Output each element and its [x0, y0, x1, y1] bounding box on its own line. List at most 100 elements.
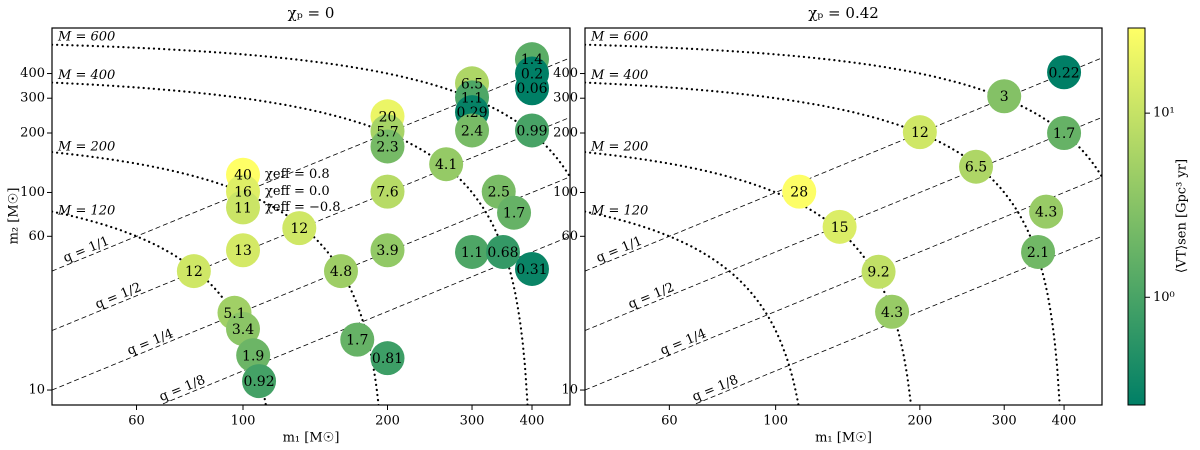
point-label: 3.4	[232, 322, 254, 338]
mass-curve	[585, 151, 913, 405]
mass-curve	[585, 210, 800, 405]
point	[959, 149, 994, 184]
x-axis-label: m₁ [M☉]	[283, 431, 340, 446]
colorbar-tick-label: 10¹	[1153, 106, 1175, 121]
point-label: 0.92	[243, 374, 274, 390]
point-label: 1.7	[346, 333, 368, 349]
point	[226, 190, 261, 225]
point	[370, 129, 405, 164]
point-label: 0.31	[516, 262, 547, 278]
point-label: 7.6	[376, 185, 398, 201]
point	[226, 233, 261, 268]
y-tick-label: 200	[553, 126, 578, 141]
y-tick-label: 300	[553, 91, 578, 106]
ratio-label: q = 1/8	[690, 373, 740, 405]
point-label: 0.68	[487, 245, 518, 261]
point-label: 2.4	[461, 123, 483, 139]
ratio-label: q = 1/4	[658, 326, 708, 358]
annotation: χeff = 0.0	[265, 184, 330, 199]
point-label: 0.22	[1048, 65, 1079, 81]
y-axis-label: m₂ [M☉]	[7, 188, 22, 245]
point-label: 2.3	[376, 139, 398, 155]
mass-label: M = 400	[57, 68, 115, 83]
point-label: 6.5	[965, 160, 987, 176]
point-label: 12	[911, 125, 929, 141]
x-tick-label: 400	[1052, 414, 1077, 429]
annotation: χeff = −0.8	[265, 200, 341, 215]
y-tick-label: 10	[561, 383, 578, 398]
point	[875, 294, 910, 329]
colorbar-label: ⟨VT⟩sen [Gpc³ yr]	[1175, 159, 1190, 273]
point-label: 12	[290, 221, 308, 237]
point	[226, 311, 261, 346]
point	[323, 254, 358, 289]
point	[242, 364, 277, 399]
point	[902, 115, 937, 150]
mass-label: M = 400	[590, 68, 648, 83]
point-label: 5.1	[223, 306, 245, 322]
point	[176, 254, 211, 289]
point-label: 15	[831, 220, 849, 236]
point-label: 5.7	[376, 124, 398, 140]
point-label: 20	[379, 109, 397, 125]
ratio-label: q = 1/2	[626, 280, 676, 312]
point	[514, 113, 549, 148]
point	[236, 338, 271, 373]
point	[455, 234, 490, 269]
point	[1029, 194, 1064, 229]
point-label: 1.1	[461, 245, 483, 261]
mass-curve	[585, 43, 1102, 178]
ratio-label: q = 1/1	[594, 234, 644, 266]
x-tick-label: 60	[128, 414, 145, 429]
point	[340, 322, 375, 357]
point-label: 4.3	[881, 305, 903, 321]
point-label: 1.4	[521, 52, 543, 68]
point	[514, 251, 549, 286]
y-tick-label: 60	[561, 229, 578, 244]
point	[497, 195, 532, 230]
point-label: 4.1	[435, 157, 457, 173]
point-label: 1.7	[503, 206, 525, 222]
point	[514, 71, 549, 106]
colorbar	[1127, 27, 1146, 406]
ratio-line	[691, 235, 1102, 405]
point	[861, 254, 896, 289]
point	[370, 174, 405, 209]
y-tick-label: 100	[20, 185, 45, 200]
ratio-line	[585, 116, 1102, 331]
point-label: 4.8	[330, 264, 352, 280]
ratio-line	[52, 176, 570, 391]
point	[429, 147, 464, 182]
ratio-label: q = 1/1	[61, 234, 111, 266]
mass-curve	[52, 151, 380, 405]
y-tick-label: 300	[20, 91, 45, 106]
point-label: 3.9	[376, 243, 398, 259]
point-label: 11	[234, 200, 252, 216]
y-tick-label: 400	[553, 66, 578, 81]
point-label: 1.9	[242, 348, 264, 364]
point	[1021, 234, 1056, 269]
point	[455, 113, 490, 148]
mass-label: M = 600	[57, 29, 115, 44]
point-label: 28	[790, 185, 808, 201]
point	[370, 233, 405, 268]
point-label: 0.99	[516, 123, 547, 139]
point-label: 3	[1000, 89, 1009, 105]
mass-label: M = 120	[57, 203, 115, 218]
x-tick-label: 300	[992, 414, 1017, 429]
point-label: 1.7	[1053, 126, 1075, 142]
x-tick-label: 100	[763, 414, 788, 429]
point	[782, 174, 817, 209]
x-tick-label: 300	[460, 414, 485, 429]
ratio-label: q = 1/8	[157, 373, 207, 405]
annotation: χeff = 0.8	[265, 167, 330, 182]
ratio-line	[159, 235, 570, 405]
ratio-label: q = 1/4	[125, 326, 175, 358]
point	[1047, 116, 1082, 151]
y-tick-label: 400	[20, 66, 45, 81]
y-tick-label: 100	[553, 185, 578, 200]
x-tick-label: 200	[375, 414, 400, 429]
point-label: 0.06	[516, 81, 547, 97]
point	[1047, 55, 1082, 90]
